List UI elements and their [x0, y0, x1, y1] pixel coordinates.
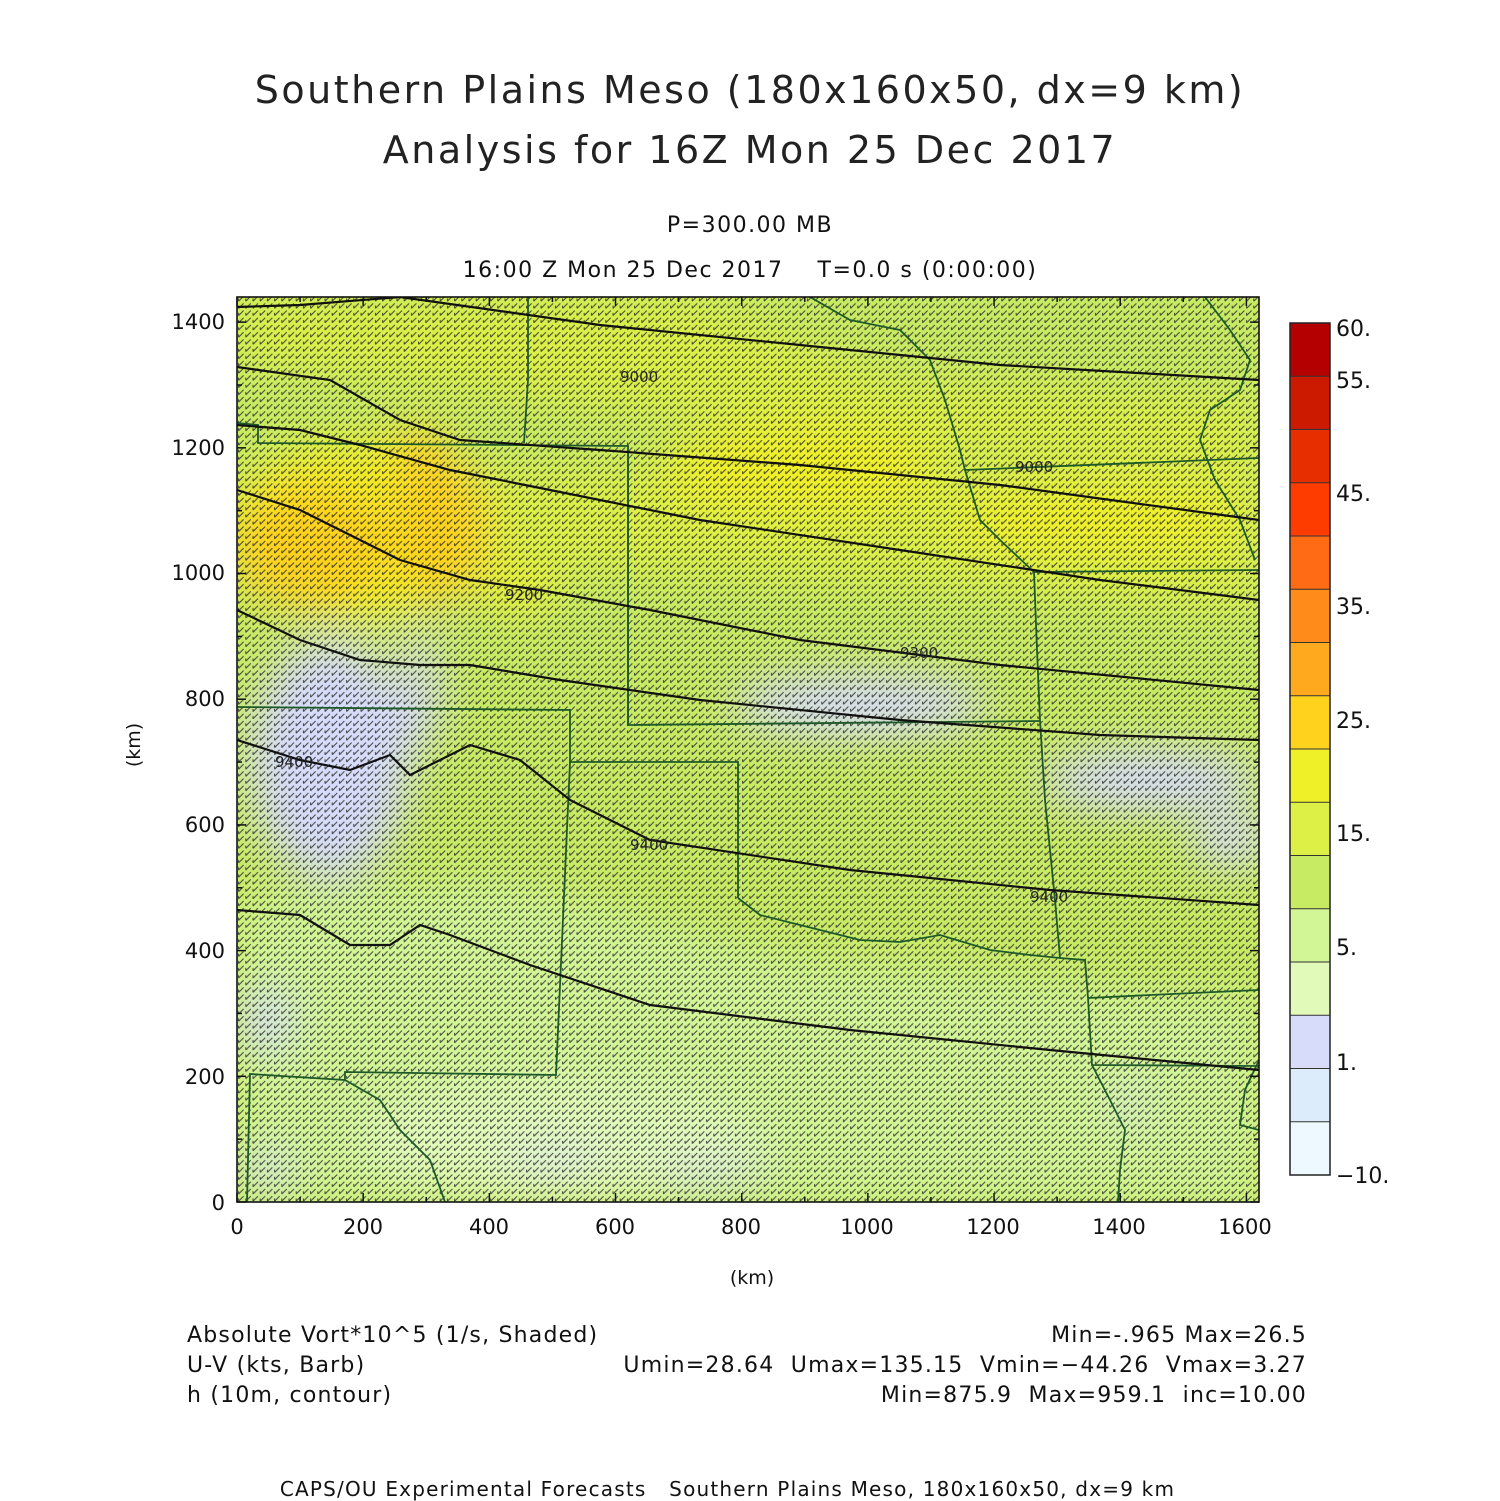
field-height-stats: Min=875.9 Max=959.1 inc=10.00 [880, 1383, 1307, 1408]
colorbar-label: 5. [1336, 936, 1357, 961]
y-axis: 0 200 400 600 800 1000 1200 1400 [172, 310, 225, 1215]
y-tick-label: 800 [185, 687, 225, 711]
plot-frame [236, 296, 1260, 1203]
y-tick-label: 1400 [172, 310, 225, 334]
x-axis-label: (km) [730, 1267, 774, 1289]
colorbar-segment [1290, 1015, 1330, 1069]
vorticity-shading [237, 297, 1259, 1202]
contour-label: 9400 [1030, 888, 1068, 906]
x-tick-label: 1400 [1092, 1215, 1145, 1239]
colorbar-label: 60. [1336, 317, 1371, 342]
contour-label: 9000 [1015, 458, 1053, 476]
colorbar-label: −10. [1336, 1164, 1389, 1189]
pressure-level: P=300.00 MB [666, 213, 834, 238]
colorbar-segment [1290, 1121, 1330, 1176]
field-vorticity-stats: Min=-.965 Max=26.5 [1051, 1323, 1307, 1348]
x-tick-label: 600 [595, 1215, 635, 1239]
colorbar-label: 45. [1336, 482, 1371, 507]
colorbar-label: 1. [1336, 1051, 1357, 1076]
colorbar-segment [1290, 802, 1330, 856]
colorbar-segment [1290, 482, 1330, 537]
contour-label: 9000 [620, 368, 658, 386]
credit-line: CAPS/OU Experimental Forecasts Southern … [279, 1477, 1176, 1501]
colorbar-segment [1290, 536, 1330, 590]
field-wind-label: U-V (kts, Barb) [187, 1353, 366, 1378]
contour-label: 9200 [505, 586, 543, 604]
contour-label: 9400 [275, 753, 313, 771]
contour-labels: 9000 9000 9200 9300 9400 9400 9400 [275, 368, 1068, 906]
field-height-label: h (10m, contour) [187, 1383, 393, 1408]
x-tick-label: 400 [469, 1215, 509, 1239]
colorbar-segment [1290, 749, 1330, 803]
title-line-2: Analysis for 16Z Mon 25 Dec 2017 [382, 128, 1118, 172]
y-tick-label: 1200 [172, 436, 225, 460]
x-tick-label: 0 [230, 1215, 243, 1239]
y-tick-label: 400 [185, 939, 225, 963]
wind-barbs [237, 297, 1259, 1202]
colorbar-segment [1290, 962, 1330, 1016]
field-vorticity-label: Absolute Vort*10^5 (1/s, Shaded) [187, 1323, 599, 1348]
contour-label: 9400 [630, 836, 668, 854]
colorbar-label: 25. [1336, 709, 1371, 734]
valid-time: 16:00 Z Mon 25 Dec 2017 T=0.0 s (0:00:00… [462, 258, 1038, 283]
colorbar [1289, 322, 1331, 1176]
colorbar-segment [1290, 855, 1330, 910]
colorbar-label: 15. [1336, 822, 1371, 847]
x-tick-label: 800 [721, 1215, 761, 1239]
y-tick-label: 1000 [172, 561, 225, 585]
x-tick-label: 1200 [966, 1215, 1019, 1239]
colorbar-segment [1290, 642, 1330, 697]
y-axis-label: (km) [123, 723, 145, 767]
axis-ticks [236, 297, 1259, 1203]
colorbar-segment [1290, 376, 1330, 430]
colorbar-frame [1289, 322, 1331, 1176]
x-axis: 0 200 400 600 800 1000 1200 1400 1600 [230, 1215, 1271, 1239]
y-tick-label: 600 [185, 813, 225, 837]
colorbar-label: 35. [1336, 595, 1371, 620]
colorbar-label: 55. [1336, 369, 1371, 394]
y-tick-label: 200 [185, 1065, 225, 1089]
colorbar-segment [1290, 695, 1330, 750]
colorbar-labels: 60. 55. 45. 35. 25. 15. 5. 1. −10. [1336, 317, 1389, 1189]
x-tick-label: 1000 [840, 1215, 893, 1239]
colorbar-segment [1290, 589, 1330, 643]
title-line-1: Southern Plains Meso (180x160x50, dx=9 k… [254, 68, 1246, 112]
x-tick-label: 200 [343, 1215, 383, 1239]
colorbar-segment [1290, 1068, 1330, 1123]
contour-label: 9300 [900, 644, 938, 662]
y-tick-label: 0 [212, 1191, 225, 1215]
colorbar-segment [1290, 323, 1330, 377]
x-tick-label: 1600 [1218, 1215, 1271, 1239]
height-contours [237, 297, 1259, 1072]
colorbar-segment [1290, 429, 1330, 484]
colorbar-segment [1290, 908, 1330, 963]
field-wind-stats: Umin=28.64 Umax=135.15 Vmin=−44.26 Vmax=… [623, 1353, 1307, 1378]
